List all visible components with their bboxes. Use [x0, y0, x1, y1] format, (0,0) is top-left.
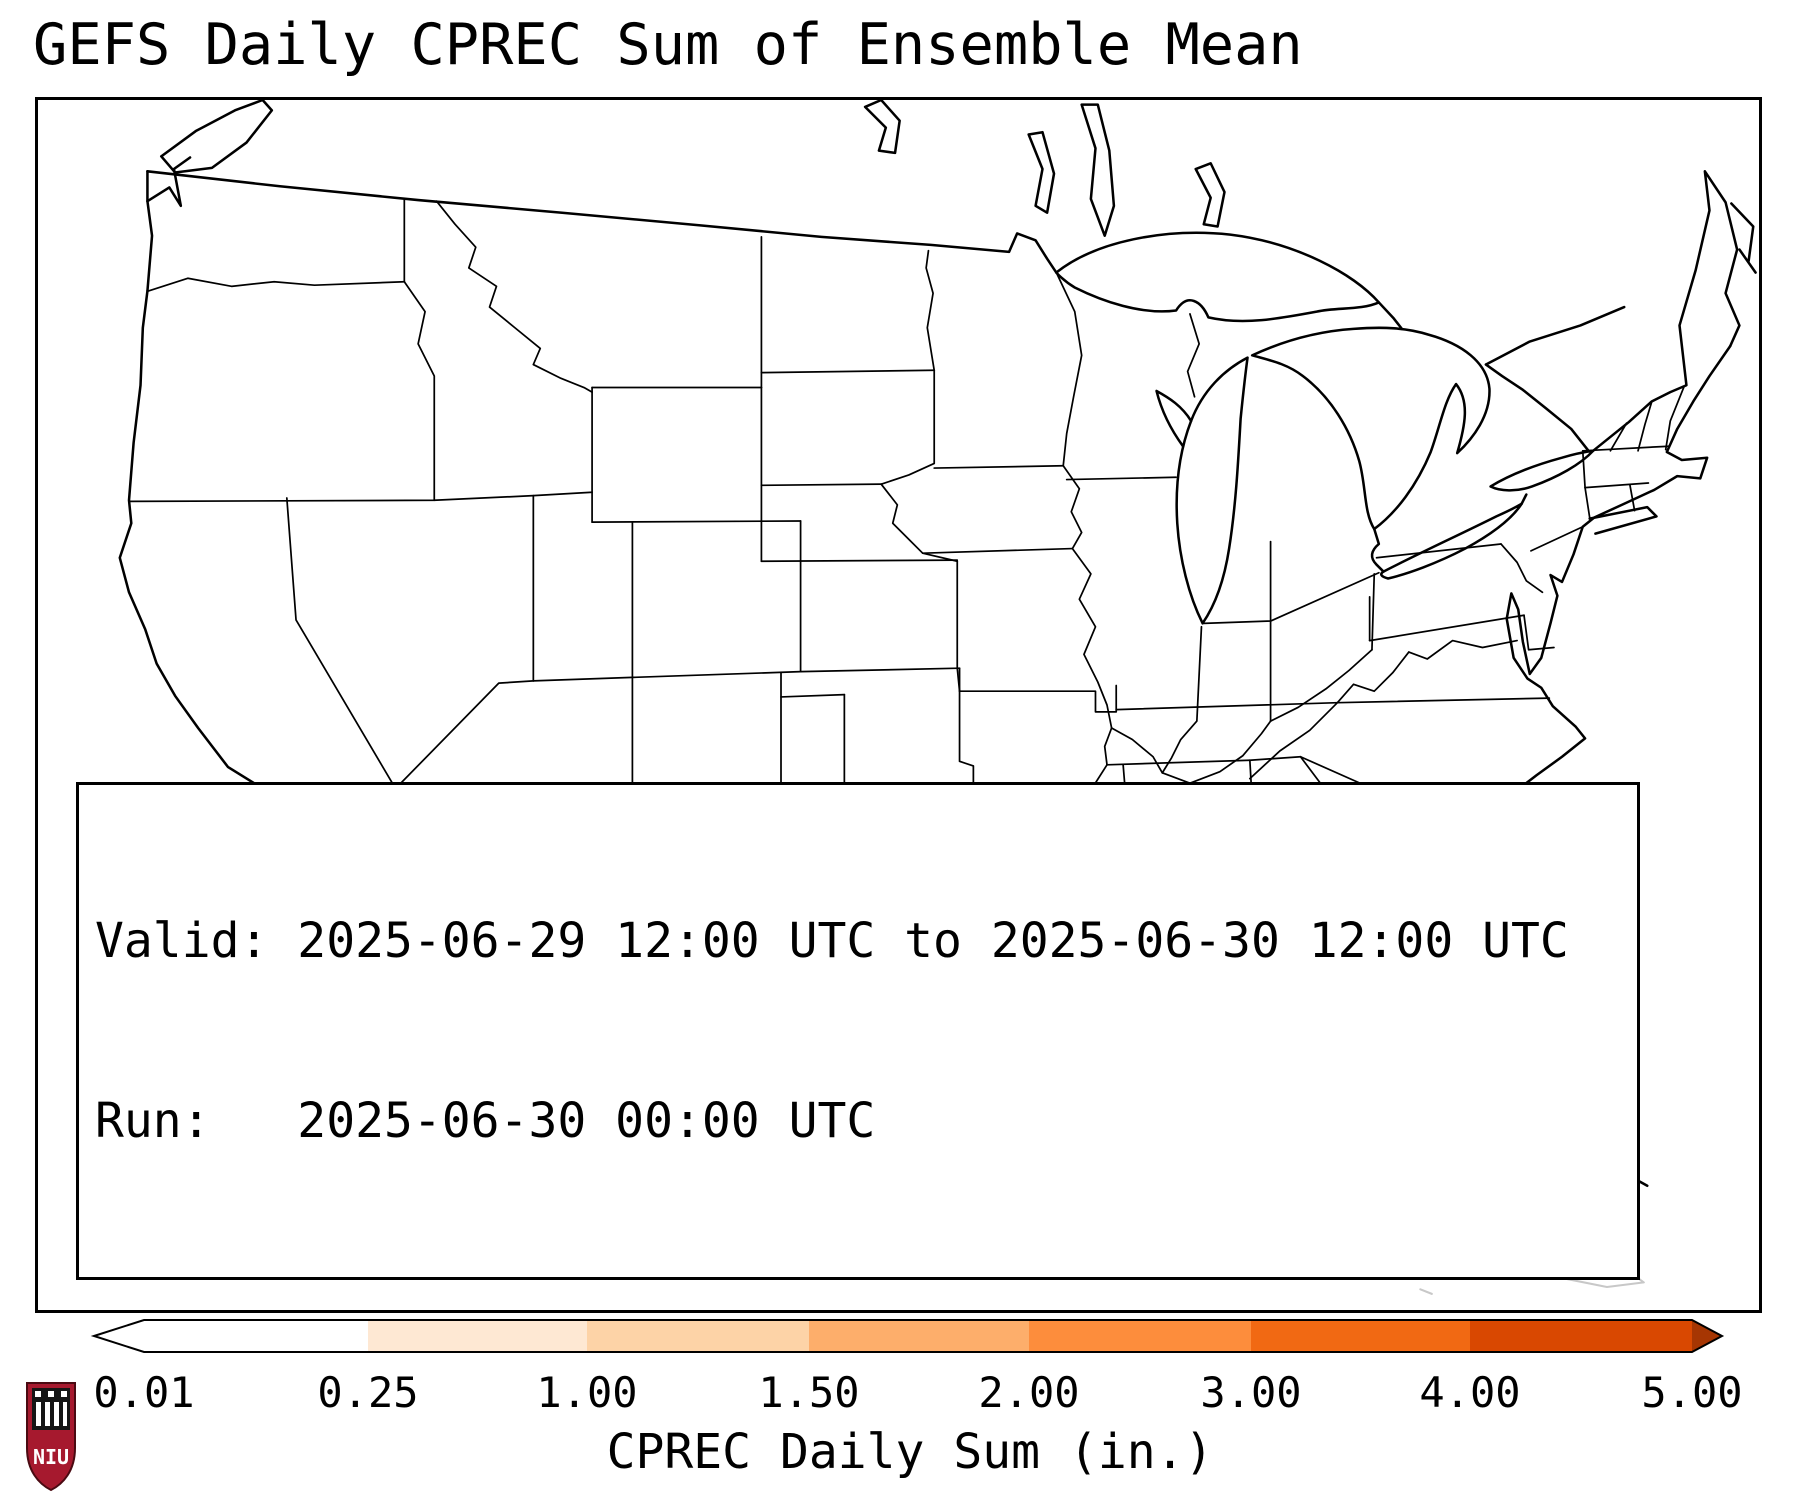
run-time-text: Run: 2025-06-30 00:00 UTC [95, 1093, 876, 1149]
colorbar-segment [587, 1320, 809, 1352]
colorbar-tick: 1.50 [758, 1368, 860, 1417]
colorbar-tick: 2.00 [978, 1368, 1080, 1417]
colorbar-segment [809, 1320, 1029, 1352]
validity-info-box: Valid: 2025-06-29 12:00 UTC to 2025-06-3… [76, 782, 1640, 1280]
niu-logo-text: NIU [33, 1445, 69, 1469]
colorbar-label: CPREC Daily Sum (in.) [606, 1424, 1214, 1480]
valid-time-text: Valid: 2025-06-29 12:00 UTC to 2025-06-3… [95, 913, 1569, 969]
colorbar-segment [1029, 1320, 1251, 1352]
niu-castle-icon [35, 1391, 67, 1426]
niu-logo: NIU [26, 1382, 76, 1492]
colorbar-outline [90, 1319, 1725, 1353]
colorbar-tick: 0.01 [93, 1368, 195, 1417]
colorbar-tick: 3.00 [1200, 1368, 1302, 1417]
colorbar-tick: 4.00 [1419, 1368, 1521, 1417]
colorbar-tick: 1.00 [536, 1368, 638, 1417]
map-area: Valid: 2025-06-29 12:00 UTC to 2025-06-3… [35, 97, 1762, 1313]
colorbar-tick: 5.00 [1641, 1368, 1743, 1417]
colorbar-segment [1251, 1320, 1470, 1352]
colorbar-segment [144, 1320, 368, 1352]
colorbar-segment [368, 1320, 587, 1352]
page-title: GEFS Daily CPREC Sum of Ensemble Mean [33, 12, 1303, 78]
colorbar-tick: 0.25 [317, 1368, 419, 1417]
colorbar-segment [1470, 1320, 1692, 1352]
colorbar [90, 1319, 1725, 1353]
colorbar-right-arrow [1692, 1320, 1722, 1352]
colorbar-left-arrow [94, 1320, 144, 1352]
